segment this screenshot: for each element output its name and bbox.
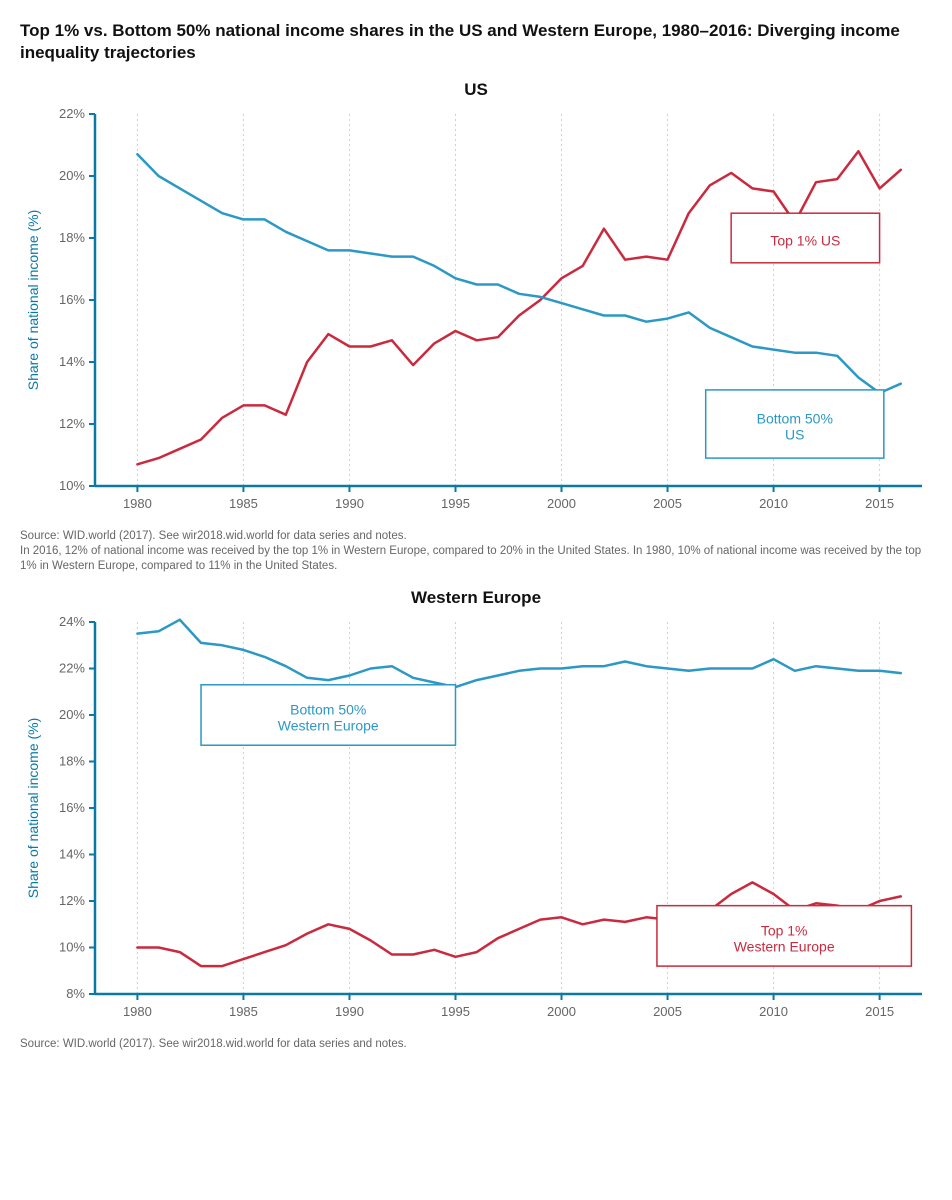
ytick-label: 12% xyxy=(59,893,85,908)
ytick-label: 18% xyxy=(59,230,85,245)
ytick-label: 20% xyxy=(59,707,85,722)
ytick-label: 22% xyxy=(59,661,85,676)
xtick-label: 1985 xyxy=(229,1004,258,1019)
y-axis-title: Share of national income (%) xyxy=(25,210,41,391)
xtick-label: 2015 xyxy=(865,1004,894,1019)
xtick-label: 2005 xyxy=(653,1004,682,1019)
xtick-label: 2010 xyxy=(759,1004,788,1019)
legend-label: Bottom 50% xyxy=(290,702,366,718)
xtick-label: 2000 xyxy=(547,1004,576,1019)
ytick-label: 10% xyxy=(59,940,85,955)
legend-label: Western Europe xyxy=(278,718,379,734)
legend-label: US xyxy=(785,427,804,443)
chart-block: US 10% 12% 14% 16% 18% 20% 22% 1980 1985 1990 1995 2… xyxy=(20,80,932,574)
caption-text: In 2016, 12% of national income was rece… xyxy=(20,544,932,574)
legend-label: Western Europe xyxy=(734,939,835,955)
ytick-label: 18% xyxy=(59,754,85,769)
chart-wrap: 8% 10% 12% 14% 16% 18% 20% 22% 24% 1980 1985 1990 19… xyxy=(20,612,932,1032)
source-text: Source: WID.world (2017). See wir2018.wi… xyxy=(20,530,932,542)
ytick-label: 22% xyxy=(59,106,85,121)
series-line xyxy=(137,620,900,687)
ytick-label: 16% xyxy=(59,800,85,815)
xtick-label: 2010 xyxy=(759,496,788,511)
xtick-label: 1985 xyxy=(229,496,258,511)
xtick-label: 2005 xyxy=(653,496,682,511)
ytick-label: 24% xyxy=(59,614,85,629)
xtick-label: 1980 xyxy=(123,496,152,511)
legend-label: Bottom 50% xyxy=(757,411,833,427)
chart-svg: 10% 12% 14% 16% 18% 20% 22% 1980 1985 1990 1995 200… xyxy=(20,104,932,524)
ytick-label: 8% xyxy=(66,986,85,1001)
chart-wrap: 10% 12% 14% 16% 18% 20% 22% 1980 1985 1990 1995 200… xyxy=(20,104,932,524)
chart-subtitle: US xyxy=(20,80,932,100)
xtick-label: 1990 xyxy=(335,496,364,511)
y-axis-title: Share of national income (%) xyxy=(25,718,41,899)
xtick-label: 2000 xyxy=(547,496,576,511)
xtick-label: 2015 xyxy=(865,496,894,511)
ytick-label: 14% xyxy=(59,847,85,862)
ytick-label: 10% xyxy=(59,478,85,493)
chart-svg: 8% 10% 12% 14% 16% 18% 20% 22% 24% 1980 1985 1990 19… xyxy=(20,612,932,1032)
ytick-label: 14% xyxy=(59,354,85,369)
ytick-label: 16% xyxy=(59,292,85,307)
xtick-label: 1990 xyxy=(335,1004,364,1019)
ytick-label: 20% xyxy=(59,168,85,183)
xtick-label: 1980 xyxy=(123,1004,152,1019)
series-line xyxy=(137,154,900,393)
source-text: Source: WID.world (2017). See wir2018.wi… xyxy=(20,1038,932,1050)
legend-label: Top 1% US xyxy=(770,233,840,249)
page-title: Top 1% vs. Bottom 50% national income sh… xyxy=(20,20,932,64)
legend-label: Top 1% xyxy=(761,923,808,939)
chart-block: Western Europe 8% 10% 12% 14% 16% 18% 20% 22% 24%… xyxy=(20,588,932,1050)
xtick-label: 1995 xyxy=(441,1004,470,1019)
chart-subtitle: Western Europe xyxy=(20,588,932,608)
ytick-label: 12% xyxy=(59,416,85,431)
xtick-label: 1995 xyxy=(441,496,470,511)
